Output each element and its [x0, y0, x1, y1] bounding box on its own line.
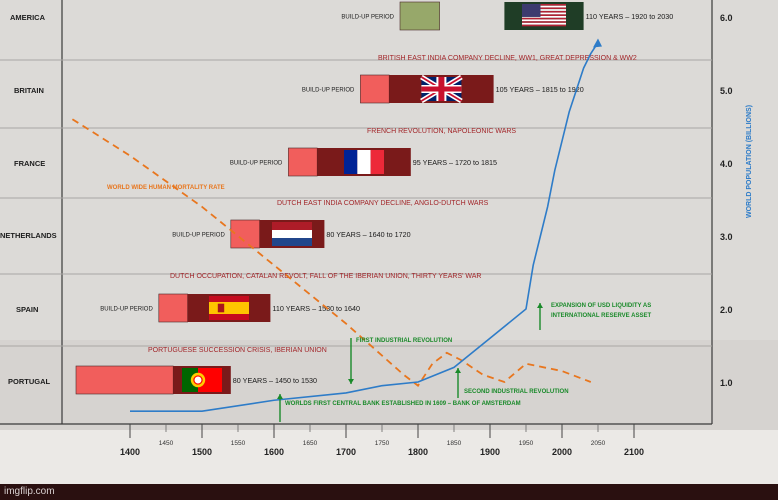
- y-tick-label-0: 1.0: [720, 378, 733, 388]
- empire-netherlands-buildup-label: BUILD-UP PERIOD: [172, 233, 225, 239]
- empire-america-flag-stripe-2: [522, 10, 566, 13]
- empire-spain-buildup-bar: [158, 293, 188, 323]
- empire-portugal-flag-shield: [193, 375, 203, 385]
- x-major-tick-label-5: 1900: [480, 447, 500, 457]
- empire-america-flag-stripe-1: [522, 7, 566, 10]
- x-major-tick-label-7: 2100: [624, 447, 644, 457]
- empire-america-name: AMERICA: [10, 13, 46, 22]
- x-major-tick-label-1: 1500: [192, 447, 212, 457]
- x-major-tick-label-3: 1700: [336, 447, 356, 457]
- y-axis-label: WORLD POPULATION (BILLIONS): [746, 105, 753, 218]
- empire-britain-flag-cross-red-h: [421, 86, 462, 92]
- x-minor-tick-label-1: 1550: [231, 440, 246, 447]
- empire-america-flag-white-2: [522, 12, 566, 15]
- y-tick-label-3: 4.0: [720, 159, 733, 169]
- empire-america-flag-white-4: [522, 19, 566, 22]
- y-tick-label-1: 2.0: [720, 305, 733, 315]
- mortality-rate-line: [71, 118, 592, 387]
- empire-france-flag-blue: [344, 150, 358, 174]
- empire-america-flag-stripe-4: [522, 17, 566, 20]
- x-axis-band: [0, 430, 778, 484]
- x-minor-tick-label-4: 1850: [447, 440, 462, 447]
- empire-britain-span-label: 105 YEARS – 1815 to 1920: [496, 85, 584, 94]
- world-population-line: [130, 42, 599, 413]
- empire-britain-buildup-bar: [360, 74, 390, 104]
- empire-france-buildup-label: BUILD-UP PERIOD: [230, 161, 283, 167]
- x-major-tick-label-0: 1400: [120, 447, 140, 457]
- annotation-label-0: FIRST INDUSTRIAL REVOLUTION: [356, 338, 452, 344]
- x-minor-tick-label-0: 1450: [159, 440, 174, 447]
- empire-portugal-name: PORTUGAL: [8, 377, 51, 386]
- x-major-tick-label-4: 1800: [408, 447, 428, 457]
- empire-britain-buildup-label: BUILD-UP PERIOD: [302, 88, 355, 94]
- empire-portugal-span-label: 80 YEARS – 1450 to 1530: [233, 376, 317, 385]
- empire-spain-buildup-label: BUILD-UP PERIOD: [100, 307, 153, 313]
- empire-spain-decline-label: DUTCH OCCUPATION, CATALAN REVOLT, FALL O…: [170, 273, 481, 280]
- annotation-arrowhead-3: [537, 303, 543, 308]
- y-tick-label-5: 6.0: [720, 13, 733, 23]
- empire-britain-name: BRITAIN: [14, 86, 44, 95]
- x-major-tick-label-6: 2000: [552, 447, 572, 457]
- annotation-label-1: WORLDS FIRST CENTRAL BANK ESTABLISHED IN…: [285, 401, 521, 407]
- mortality-rate-label: WORLD WIDE HUMAN MORTALITY RATE: [107, 185, 225, 191]
- y-tick-label-4: 5.0: [720, 86, 733, 96]
- empire-france-name: FRANCE: [14, 159, 45, 168]
- watermark-text: imgflip.com: [4, 486, 55, 497]
- empire-france-flag-white: [357, 150, 371, 174]
- empire-france-flag-red: [370, 150, 384, 174]
- empire-america-flag-stripe-3: [522, 14, 566, 16]
- empire-netherlands-decline-label: DUTCH EAST INDIA COMPANY DECLINE, ANGLO-…: [277, 200, 489, 207]
- annotation-arrowhead-2: [455, 368, 461, 373]
- empire-america-flag-stripe-0: [522, 4, 566, 6]
- empire-america-buildup-label: BUILD-UP PERIOD: [341, 15, 394, 21]
- x-major-tick-label-2: 1600: [264, 447, 284, 457]
- annotation-arrowhead-0: [348, 379, 354, 384]
- empire-netherlands-flag-red: [272, 222, 312, 230]
- empire-america-span-label: 110 YEARS – 1920 to 2030: [586, 12, 674, 21]
- empire-netherlands-span-label: 80 YEARS – 1640 to 1720: [326, 230, 410, 239]
- empire-america-flag-stripe-6: [522, 24, 566, 27]
- empire-spain-flag-red-bottom: [209, 314, 249, 320]
- empire-population-chart: 1.0 2.0 3.0 4.0 5.0 6.0 WORLD POPULATION (BILL…: [0, 0, 778, 484]
- empire-portugal-decline-label: PORTUGUESE SUCCESSION CRISIS, IBERIAN UN…: [148, 347, 327, 354]
- empire-netherlands-name: NETHERLANDS: [0, 231, 57, 240]
- empire-netherlands-flag-blue: [272, 238, 312, 246]
- x-minor-tick-label-6: 2050: [591, 440, 606, 447]
- annotation-label-2: SECOND INDUSTRIAL REVOLUTION: [464, 389, 569, 395]
- empire-netherlands-buildup-bar: [230, 219, 260, 249]
- empire-france-decline-label: FRENCH REVOLUTION, NAPOLEONIC WARS: [367, 128, 516, 135]
- empire-netherlands-flag-white: [272, 230, 312, 238]
- empire-spain-flag-red-top: [209, 296, 249, 302]
- watermark-bar: imgflip.com: [0, 484, 778, 500]
- empire-spain-name: SPAIN: [16, 305, 38, 314]
- empire-america-flag-stripe-5: [522, 21, 566, 23]
- annotation-arrowhead-1: [277, 394, 283, 399]
- y-tick-label-2: 3.0: [720, 232, 733, 242]
- empire-britain-decline-label: BRITISH EAST INDIA COMPANY DECLINE, WW1,…: [378, 55, 637, 62]
- empire-america-buildup-bar: [399, 1, 440, 31]
- x-minor-tick-label-5: 1950: [519, 440, 534, 447]
- x-minor-tick-label-3: 1750: [375, 440, 390, 447]
- empire-america-flag-white-5: [522, 22, 566, 25]
- empire-portugal-buildup-bar: [75, 365, 174, 395]
- empire-america-flag-white-0: [522, 5, 566, 8]
- empire-spain-flag-coat: [217, 303, 225, 313]
- empire-america-flag-canton: [522, 4, 541, 17]
- empire-spain-flag-yellow: [209, 302, 249, 314]
- empire-portugal-flag-green: [182, 368, 198, 392]
- x-minor-tick-label-2: 1650: [303, 440, 318, 447]
- empire-america-flag-white-1: [522, 9, 566, 11]
- world-population-arrowhead: [593, 38, 602, 48]
- empire-america-flag-white-3: [522, 16, 566, 18]
- empire-france-buildup-bar: [288, 147, 318, 177]
- annotation-label-3: EXPANSION OF USD LIQUIDITY AS: [551, 303, 651, 309]
- empire-spain-span-label: 110 YEARS – 1530 to 1640: [272, 304, 360, 313]
- annotation-label-3-line2: INTERNATIONAL RESERVE ASSET: [551, 313, 651, 319]
- empire-france-span-label: 95 YEARS – 1720 to 1815: [413, 158, 497, 167]
